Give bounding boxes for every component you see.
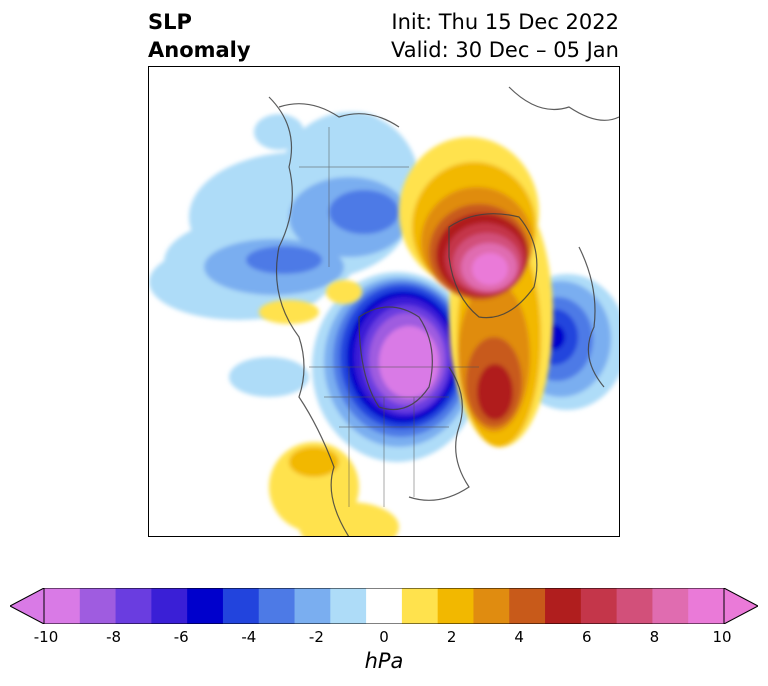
colorbar-bin (688, 588, 725, 624)
colorbar-bin (545, 588, 582, 624)
colorbar-bin (366, 588, 403, 624)
colorbar-bin (652, 588, 689, 624)
colorbar-bin (151, 588, 188, 624)
high-anomaly-greenland (399, 137, 553, 447)
map-dates: Init: Thu 15 Dec 2022 Valid: 30 Dec – 05… (391, 8, 619, 64)
colorbar-graphic (8, 587, 760, 625)
low-anomaly-west (149, 112, 419, 397)
title-variable-type: Anomaly (148, 38, 251, 62)
valid-range-label: Valid: 30 Dec – 05 Jan (390, 38, 619, 62)
colorbar-tick-label: 8 (649, 628, 660, 646)
colorbar-bin (401, 588, 439, 624)
colorbar-bin (330, 588, 367, 624)
colorbar-bin (79, 588, 117, 624)
anomaly-map (149, 86, 619, 536)
colorbar-under-arrow (8, 587, 45, 625)
colorbar-bin (222, 588, 260, 624)
colorbar-bin (44, 588, 81, 624)
colorbar-tick-label: -10 (33, 628, 59, 646)
colorbar-bin (580, 588, 618, 624)
colorbar-tick-label: 4 (514, 628, 524, 646)
colorbar-unit: hPa (364, 649, 404, 673)
coastlines (268, 86, 619, 536)
colorbar-bin (187, 588, 224, 624)
political-borders (299, 127, 479, 507)
colorbar-tick-label: 0 (379, 628, 389, 646)
colorbar-tick-label: 6 (582, 628, 592, 646)
colorbar-tick-label: -4 (241, 628, 257, 646)
colorbar-tick-label: -6 (173, 628, 189, 646)
colorbar-tick-label: 2 (446, 628, 457, 646)
colorbar-bin (115, 588, 152, 624)
high-anomaly-south (259, 280, 399, 536)
colorbar-tick-label: -2 (308, 628, 324, 646)
colorbar-bin (616, 588, 653, 624)
title-variable: SLP (148, 10, 192, 34)
colorbar-bin (473, 588, 510, 624)
colorbar-bin (509, 588, 546, 624)
map-panel (148, 66, 620, 537)
colorbar-bin (294, 588, 331, 624)
colorbar (8, 587, 760, 625)
colorbar-over-arrow (723, 587, 760, 625)
colorbar-bin (437, 588, 474, 624)
colorbar-bin (258, 588, 296, 624)
colorbar-tick-label: -8 (106, 628, 122, 646)
init-date-label: Init: Thu 15 Dec 2022 (391, 10, 619, 34)
colorbar-tick-label: 10 (712, 628, 732, 646)
map-title: SLP Anomaly (148, 8, 251, 64)
